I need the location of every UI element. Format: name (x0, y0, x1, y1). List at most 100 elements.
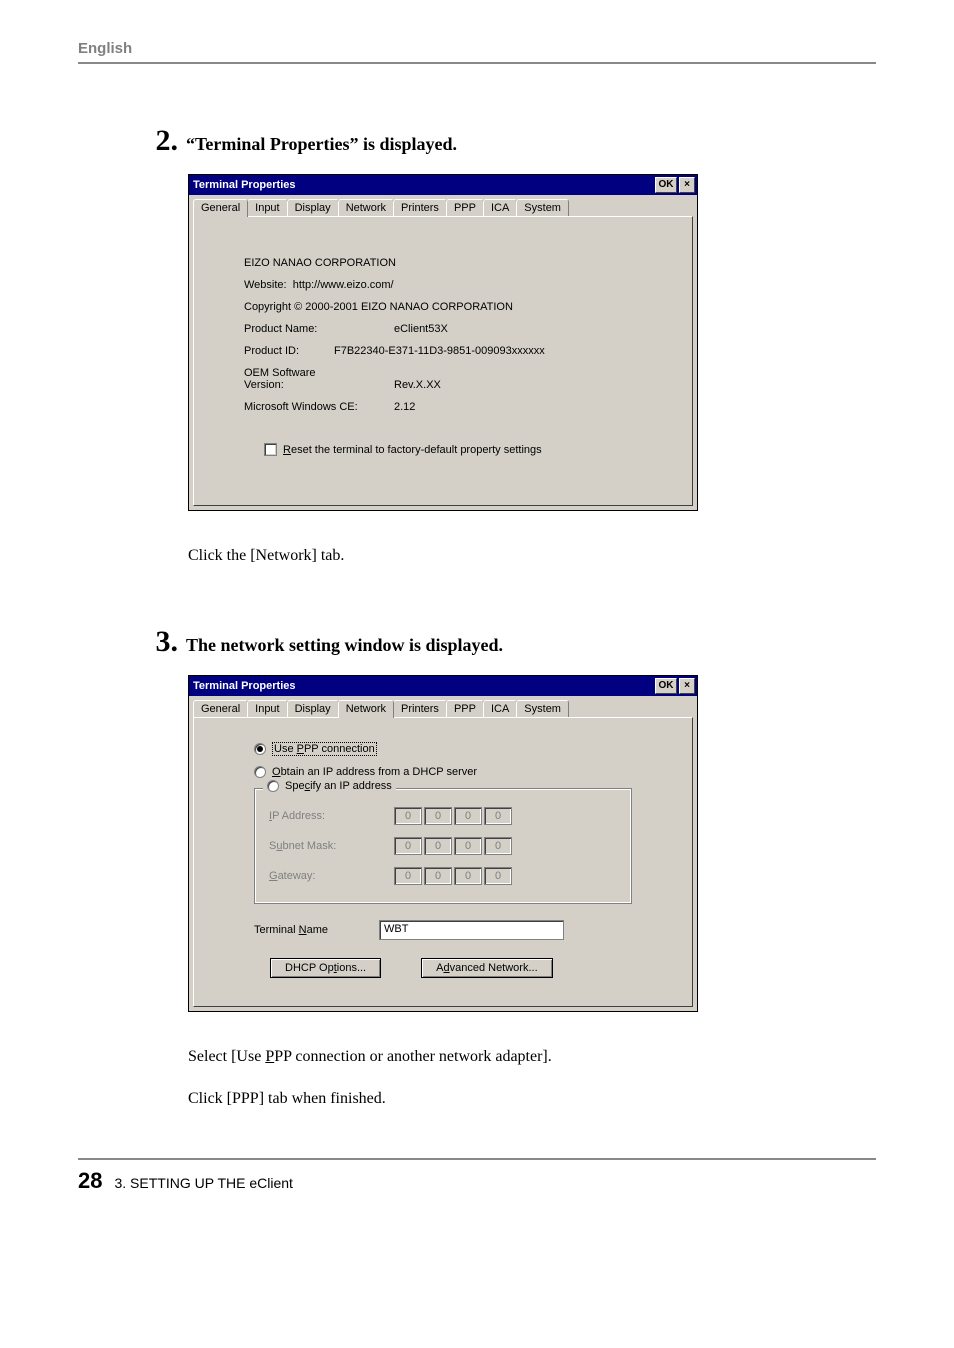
radio-ppp-row[interactable]: Use PPP connection (254, 742, 642, 756)
wince-value: 2.12 (394, 401, 415, 413)
tab-printers-2[interactable]: Printers (393, 700, 447, 717)
terminal-properties-window-network: Terminal Properties OK × General Input D… (188, 675, 698, 1012)
radio-dhcp-label: Obtain an IP address from a DHCP server (272, 766, 477, 778)
subnet-label: Subnet Mask: (269, 840, 394, 852)
terminal-name-input[interactable]: WBT (379, 920, 564, 940)
tab-network-2[interactable]: Network (338, 700, 394, 718)
ip-oct[interactable]: 0 (484, 807, 512, 825)
radio-ppp[interactable] (254, 743, 266, 755)
reset-checkbox[interactable] (264, 443, 277, 456)
window-title-2: Terminal Properties (193, 680, 653, 692)
tab-strip: General Input Display Network Printers P… (189, 195, 697, 216)
footer-section-title: 3. SETTING UP THE eClient (114, 1175, 292, 1191)
ip-oct[interactable]: 0 (394, 837, 422, 855)
specify-ip-fieldset: Specify an IP address IP Address: 0000 S… (254, 788, 632, 904)
ip-oct[interactable]: 0 (484, 867, 512, 885)
subnet-row: Subnet Mask: 0000 (269, 837, 617, 855)
gateway-label: Gateway: (269, 870, 394, 882)
subnet-input[interactable]: 0000 (394, 837, 514, 855)
general-panel: EIZO NANAO CORPORATION Website: http://w… (193, 216, 693, 506)
radio-dhcp[interactable] (254, 766, 266, 778)
advanced-network-button[interactable]: Advanced Network... (421, 958, 553, 978)
ip-address-row: IP Address: 0000 (269, 807, 617, 825)
step-3-number: 3. (138, 625, 178, 659)
page-footer: 28 3. SETTING UP THE eClient (78, 1158, 876, 1194)
ip-oct[interactable]: 0 (394, 807, 422, 825)
terminal-name-row: Terminal Name WBT (254, 920, 642, 940)
tab-ppp[interactable]: PPP (446, 199, 484, 216)
ip-oct[interactable]: 0 (424, 807, 452, 825)
tab-system[interactable]: System (516, 199, 569, 216)
ok-button-2[interactable]: OK (655, 678, 677, 694)
step-2-number: 2. (138, 124, 178, 158)
website-value: http://www.eizo.com/ (293, 279, 394, 291)
header-language: English (78, 40, 132, 57)
ip-address-input[interactable]: 0000 (394, 807, 514, 825)
close-button-2[interactable]: × (679, 678, 695, 694)
tab-input[interactable]: Input (247, 199, 287, 216)
radio-specify[interactable] (267, 780, 279, 792)
ip-oct[interactable]: 0 (424, 837, 452, 855)
step-3-title: The network setting window is displayed. (186, 635, 503, 656)
ip-oct[interactable]: 0 (484, 837, 512, 855)
radio-dhcp-row[interactable]: Obtain an IP address from a DHCP server (254, 766, 642, 778)
radio-specify-row[interactable]: Specify an IP address (263, 780, 396, 792)
ip-address-label: IP Address: (269, 810, 394, 822)
radio-ppp-label: Use PPP connection (272, 742, 377, 756)
tab-ica[interactable]: ICA (483, 199, 517, 216)
gateway-input[interactable]: 0000 (394, 867, 514, 885)
tab-ppp-2[interactable]: PPP (446, 700, 484, 717)
reset-label: Reset the terminal to factory-default pr… (283, 444, 542, 456)
dhcp-options-button[interactable]: DHCP Options... (270, 958, 381, 978)
tab-ica-2[interactable]: ICA (483, 700, 517, 717)
tab-printers[interactable]: Printers (393, 199, 447, 216)
product-name-label: Product Name: (244, 323, 394, 335)
oem-value: Rev.X.XX (394, 379, 441, 391)
page-number: 28 (78, 1168, 102, 1194)
step-3-instruction-1: Select [Use PPP connection or another ne… (188, 1048, 876, 1066)
titlebar: Terminal Properties OK × (189, 175, 697, 195)
tab-network[interactable]: Network (338, 199, 394, 216)
tab-general[interactable]: General (193, 199, 248, 217)
oem-row-2: Version: Rev.X.XX (244, 379, 642, 391)
page-header: English (78, 40, 876, 64)
oem-row-1: OEM Software (244, 367, 642, 379)
tab-display-2[interactable]: Display (287, 700, 339, 717)
website-label: Website: (244, 279, 287, 291)
window-title: Terminal Properties (193, 179, 653, 191)
step-3-instruction-2: Click [PPP] tab when finished. (188, 1090, 876, 1108)
step-2-instruction: Click the [Network] tab. (188, 547, 876, 565)
reset-checkbox-row[interactable]: Reset the terminal to factory-default pr… (264, 443, 642, 456)
website-line: Website: http://www.eizo.com/ (244, 279, 642, 291)
network-buttons: DHCP Options... Advanced Network... (270, 958, 642, 978)
ip-oct[interactable]: 0 (454, 807, 482, 825)
step-2-title: “Terminal Properties” is displayed. (186, 134, 457, 155)
terminal-properties-window-general: Terminal Properties OK × General Input D… (188, 174, 698, 511)
ip-oct[interactable]: 0 (394, 867, 422, 885)
ip-oct[interactable]: 0 (454, 837, 482, 855)
product-id-row: Product ID: F7B22340-E371-11D3-9851-0090… (244, 345, 642, 357)
oem-label-1: OEM Software (244, 367, 316, 379)
ip-oct[interactable]: 0 (454, 867, 482, 885)
tab-strip-2: General Input Display Network Printers P… (189, 696, 697, 717)
gateway-row: Gateway: 0000 (269, 867, 617, 885)
titlebar-2: Terminal Properties OK × (189, 676, 697, 696)
tab-general-2[interactable]: General (193, 700, 248, 717)
company-name: EIZO NANAO CORPORATION (244, 257, 642, 269)
wince-label: Microsoft Windows CE: (244, 401, 394, 413)
product-name-row: Product Name: eClient53X (244, 323, 642, 335)
radio-specify-label: Specify an IP address (285, 780, 392, 792)
tab-input-2[interactable]: Input (247, 700, 287, 717)
oem-label-2: Version: (244, 379, 394, 391)
product-name-value: eClient53X (394, 323, 448, 335)
product-id-value: F7B22340-E371-11D3-9851-009093xxxxxx (334, 345, 545, 357)
close-button[interactable]: × (679, 177, 695, 193)
ok-button[interactable]: OK (655, 177, 677, 193)
step-2-heading: 2. “Terminal Properties” is displayed. (78, 124, 876, 158)
ip-oct[interactable]: 0 (424, 867, 452, 885)
tab-system-2[interactable]: System (516, 700, 569, 717)
tab-display[interactable]: Display (287, 199, 339, 216)
product-id-label: Product ID: (244, 345, 334, 357)
terminal-name-label: Terminal Name (254, 924, 379, 936)
copyright-line: Copyright © 2000-2001 EIZO NANAO CORPORA… (244, 301, 642, 313)
